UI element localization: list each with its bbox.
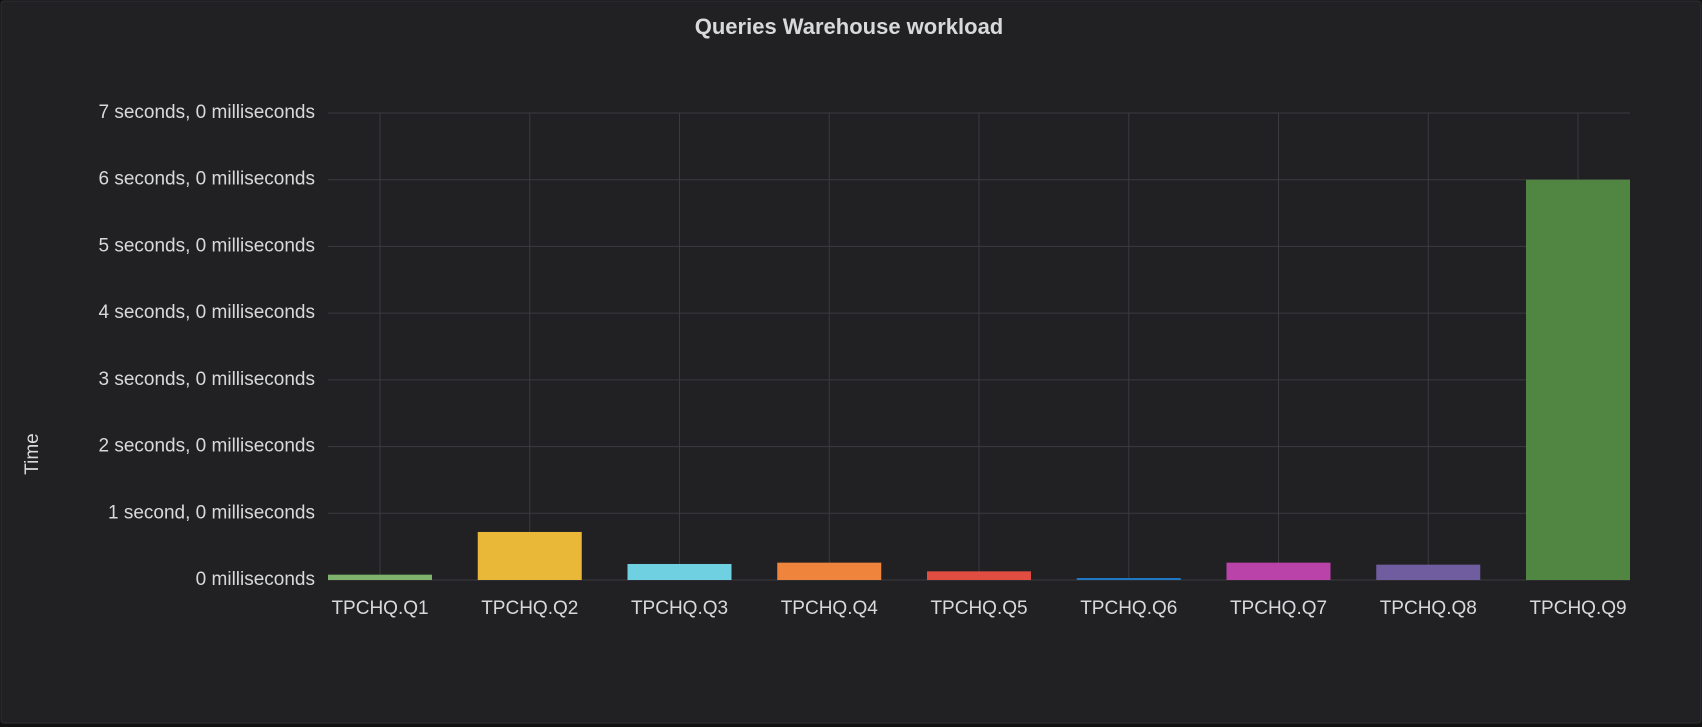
bar (1226, 562, 1331, 580)
bar (777, 562, 882, 580)
x-tick-label: TPCHQ.Q7 (1230, 598, 1327, 619)
x-tick-label: TPCHQ.Q2 (481, 598, 578, 619)
y-tick-label: 4 seconds, 0 milliseconds (99, 302, 316, 323)
y-tick-label: 1 second, 0 milliseconds (108, 502, 315, 523)
y-tick-label: 0 milliseconds (196, 569, 315, 590)
x-tick-label: TPCHQ.Q3 (631, 598, 728, 619)
bar (1376, 564, 1481, 580)
x-tick-label: TPCHQ.Q9 (1529, 598, 1626, 619)
x-tick-label: TPCHQ.Q8 (1380, 598, 1477, 619)
x-tick-label: TPCHQ.Q5 (930, 598, 1027, 619)
y-axis-label: Time (22, 433, 43, 475)
y-tick-label: 7 seconds, 0 milliseconds (99, 102, 316, 123)
bar (1526, 179, 1630, 580)
bar (927, 571, 1031, 580)
x-tick-label: TPCHQ.Q1 (331, 598, 428, 619)
y-tick-label: 5 seconds, 0 milliseconds (99, 235, 316, 256)
bar (627, 563, 732, 580)
bar (328, 574, 432, 580)
bar (1076, 577, 1181, 580)
y-tick-label: 6 seconds, 0 milliseconds (99, 169, 316, 190)
bar (477, 531, 582, 580)
x-tick-label: TPCHQ.Q4 (781, 598, 879, 619)
y-tick-label: 2 seconds, 0 milliseconds (99, 436, 316, 457)
chart-title: Queries Warehouse workload (695, 14, 1004, 39)
y-tick-label: 3 seconds, 0 milliseconds (99, 369, 316, 390)
x-tick-label: TPCHQ.Q6 (1080, 598, 1177, 619)
